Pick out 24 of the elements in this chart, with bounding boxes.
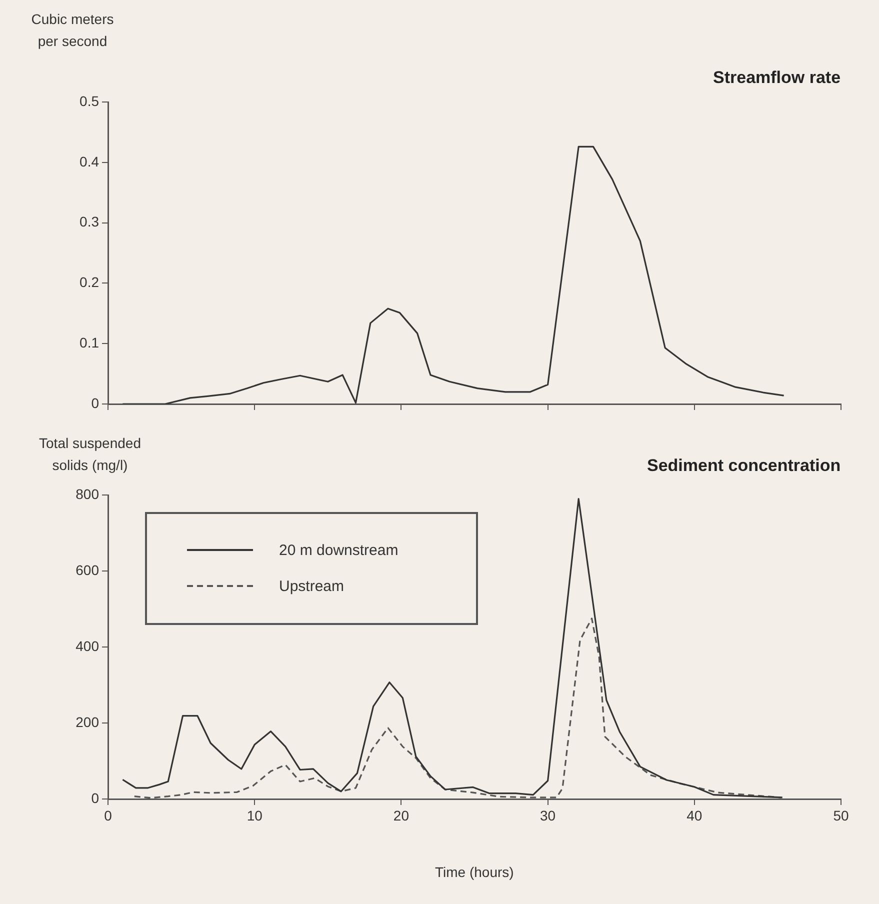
y-tick-label: 0.5 xyxy=(80,92,100,109)
x-tick-label: 10 xyxy=(246,807,263,824)
y-tick-label: 0.4 xyxy=(80,153,100,170)
y-axis-title: Total suspended solids (mg/l) xyxy=(38,434,142,475)
legend-label: 20 m downstream xyxy=(279,542,398,558)
x-tick-label: 50 xyxy=(833,807,849,824)
y-tick-label: 600 xyxy=(76,562,100,578)
y-tick-label: 0.3 xyxy=(80,214,100,230)
y-tick-label: 800 xyxy=(76,486,100,502)
legend-label: Upstream xyxy=(279,578,344,594)
x-tick-label: 20 xyxy=(393,807,410,824)
y-tick-label: 400 xyxy=(76,638,100,654)
x-axis-title: Time (hours) xyxy=(435,863,514,882)
x-tick-label: 0 xyxy=(104,807,112,824)
chart-title: Streamflow rate xyxy=(713,68,841,88)
y-axis-title: Cubic meters per second xyxy=(30,10,115,51)
chart-title: Sediment concentration xyxy=(647,456,841,476)
y-tick-label: 0 xyxy=(91,790,100,806)
y-tick-label: 0.1 xyxy=(80,334,100,350)
x-tick-label: 30 xyxy=(540,807,556,824)
y-tick-label: 0.2 xyxy=(80,274,100,290)
y-tick-label: 0 xyxy=(91,394,100,411)
x-tick-label: 40 xyxy=(686,807,702,824)
y-tick-label: 200 xyxy=(76,714,100,730)
